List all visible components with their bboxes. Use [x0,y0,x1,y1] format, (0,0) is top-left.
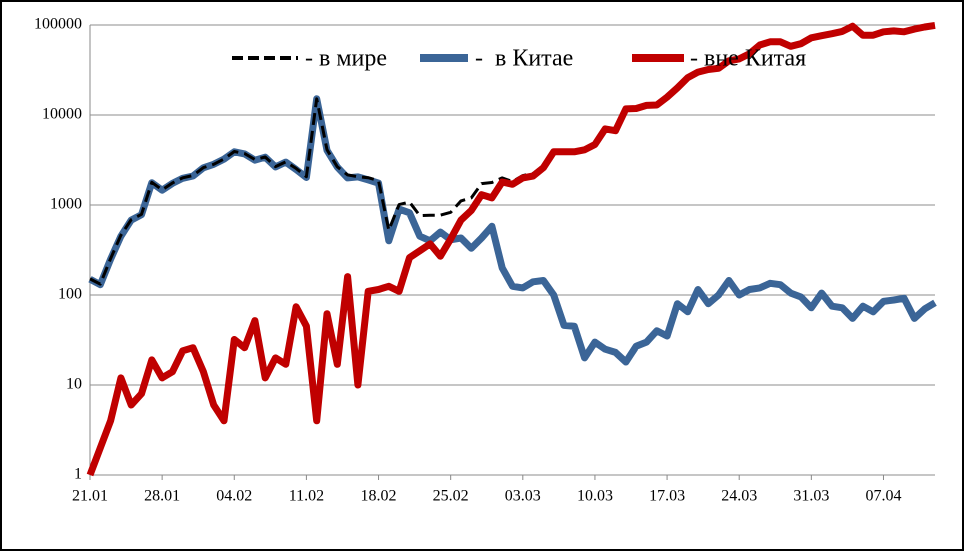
x-tick-label: 31.03 [793,488,829,505]
x-tick-label: 18.02 [361,488,397,505]
x-tick-label: 25.02 [433,488,469,505]
x-tick-label: 11.02 [289,488,324,505]
x-tick-label: 28.01 [144,488,180,505]
x-tick-label: 21.01 [72,488,108,505]
legend-label: - вне Китая [690,46,806,72]
y-tick-label: 1 [74,466,82,483]
legend-label: - в Китае [475,46,573,72]
y-tick-label: 10000 [42,106,82,123]
series-line [86,21,936,477]
y-tick-label: 10 [66,376,82,393]
x-tick-label: 07.04 [865,488,901,505]
x-tick-label: 04.02 [216,488,252,505]
y-tick-label: 100000 [34,16,82,33]
y-tick-label: 100 [58,286,82,303]
legend-label: - в мире [305,46,387,72]
x-tick-label: 17.03 [649,488,685,505]
x-tick-label: 24.03 [721,488,757,505]
x-tick-label: 10.03 [577,488,613,505]
y-tick-label: 1000 [50,196,82,213]
x-tick-label: 03.03 [505,488,541,505]
